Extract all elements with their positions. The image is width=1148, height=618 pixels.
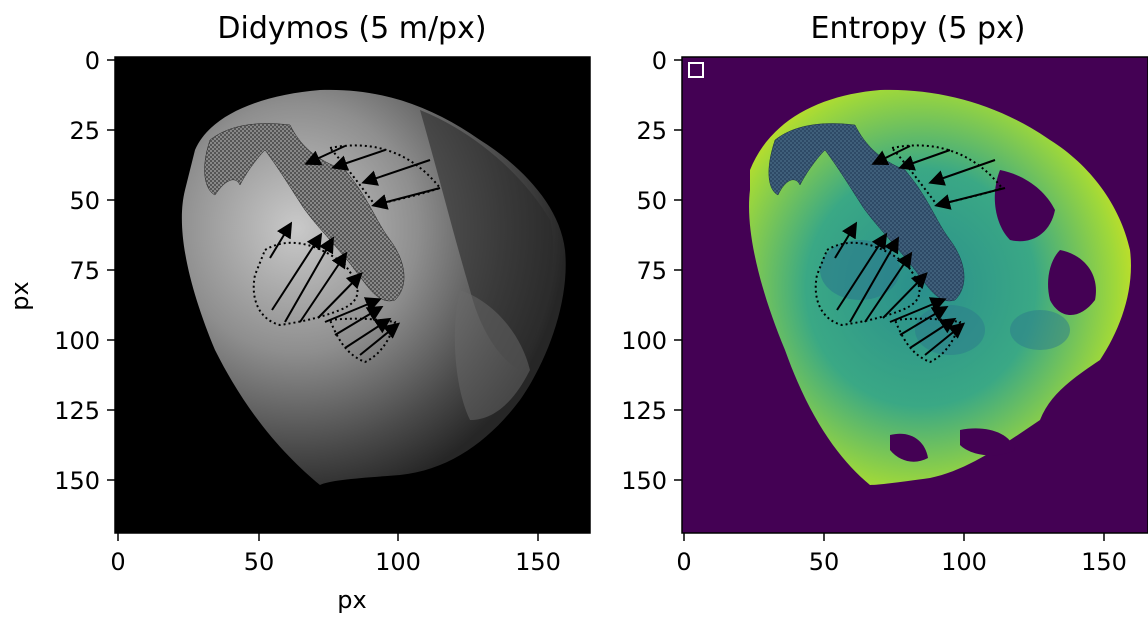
arrows-left: [269, 145, 441, 356]
right-xtick-100: 100: [941, 548, 987, 576]
left-xtick-50: 50: [244, 548, 275, 576]
right-ytick-0: 0: [652, 47, 667, 75]
right-xtick-50: 50: [809, 548, 840, 576]
right-ytick-150: 150: [621, 467, 667, 495]
right-panel: Entropy (5 px): [621, 11, 1148, 576]
left-ytick-75: 75: [69, 257, 100, 285]
right-axes-frame: [681, 56, 1148, 534]
window-indicator: [688, 62, 704, 78]
left-ytick-25: 25: [69, 117, 100, 145]
right-xtick-0: 0: [676, 548, 691, 576]
left-ytick-125: 125: [54, 397, 100, 425]
right-ytick-125: 125: [621, 397, 667, 425]
right-ytick-75: 75: [636, 257, 667, 285]
left-panel: Didymos (5 m/px): [6, 11, 591, 614]
left-title: Didymos (5 m/px): [217, 11, 486, 46]
right-xtick-150: 150: [1081, 548, 1127, 576]
left-xtick-100: 100: [375, 548, 421, 576]
left-xlabel: px: [337, 586, 366, 614]
left-xtick-150: 150: [515, 548, 561, 576]
left-ylabel: px: [6, 281, 34, 310]
right-ytick-50: 50: [636, 187, 667, 215]
arrows-right: [834, 145, 1006, 356]
right-title: Entropy (5 px): [811, 11, 1026, 46]
left-ytick-0: 0: [85, 47, 100, 75]
right-ticks: [674, 59, 1105, 541]
right-ytick-100: 100: [621, 327, 667, 355]
left-axes-frame: [114, 56, 591, 534]
left-ytick-50: 50: [69, 187, 100, 215]
left-ytick-100: 100: [54, 327, 100, 355]
left-ytick-150: 150: [54, 467, 100, 495]
right-ytick-25: 25: [636, 117, 667, 145]
left-ticks: [107, 59, 539, 541]
left-xtick-0: 0: [110, 548, 125, 576]
